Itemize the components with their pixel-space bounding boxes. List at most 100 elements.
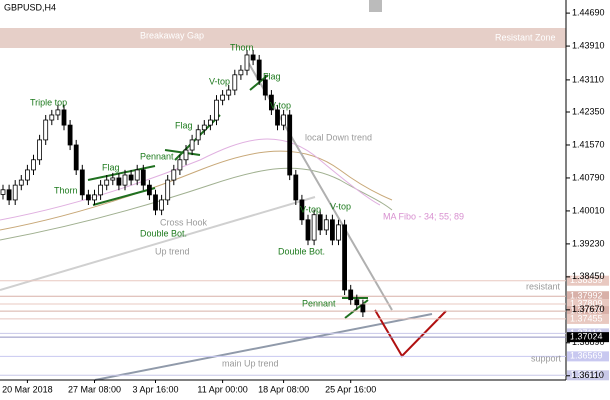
y-tick-label: 1.43910: [572, 40, 605, 50]
y-tick-label: 1.42350: [572, 106, 605, 116]
annotation: Thorn: [54, 185, 78, 195]
candle-body: [275, 109, 280, 126]
x-tick-label: 3 Apr 16:00: [132, 384, 178, 394]
candle-body: [232, 74, 238, 91]
y-tick-label: 1.38450: [572, 271, 605, 281]
y-tick-label: 1.37670: [572, 304, 605, 314]
candle-body: [153, 194, 158, 211]
candle-body: [146, 184, 152, 196]
annotation: Triple top: [30, 97, 67, 107]
candle-body: [238, 69, 244, 76]
annotation: Thorn: [230, 42, 254, 52]
candle-body: [336, 224, 341, 241]
candle-body: [31, 159, 36, 171]
level-label-box: [567, 313, 609, 324]
level-label: 1.36121: [570, 370, 603, 380]
indicator-box: [369, 0, 382, 12]
candle-body: [305, 219, 311, 241]
candle-body: [262, 79, 268, 96]
candle-body: [55, 109, 61, 116]
level-label: 1.37809: [570, 298, 603, 308]
candle-body: [0, 189, 6, 195]
y-tick-label: 1.36110: [572, 370, 604, 380]
candle-body: [177, 159, 183, 171]
candle-body: [116, 177, 122, 186]
level-label-box: [567, 332, 609, 343]
annotation: V-top: [270, 100, 291, 110]
candle-body: [329, 219, 335, 241]
level-label-box: [567, 291, 609, 302]
candle-body: [323, 219, 329, 231]
annotation: V-top: [209, 76, 230, 86]
candle-body: [256, 59, 262, 81]
annotation: Pennant: [140, 151, 174, 161]
candle-body: [134, 169, 140, 181]
chart-title: GBPUSD,H4: [4, 2, 56, 12]
level-label: 1.37639: [570, 306, 603, 316]
annotation: Up trend: [155, 246, 190, 256]
y-tick-label: 1.41570: [572, 139, 605, 149]
annotation: MA Fibo - 34; 55; 89: [383, 211, 464, 221]
level-label-box: [567, 275, 609, 286]
x-tick-label: 11 Apr 00:00: [197, 384, 247, 394]
candle-body: [49, 114, 55, 121]
annotation: Flag: [263, 71, 281, 81]
candle-body: [159, 199, 165, 211]
candle-body: [92, 194, 97, 201]
pattern-line: [87, 165, 156, 181]
y-tick-label: 1.36890: [572, 337, 605, 347]
candle-body: [342, 224, 348, 291]
candle-body: [86, 194, 91, 201]
y-tick-label: 1.40010: [572, 205, 605, 215]
annotation: local Down trend: [305, 132, 372, 142]
candle-body: [299, 199, 305, 221]
annotation: Cross Hook: [160, 217, 208, 227]
annotation: support: [531, 353, 562, 363]
candle-body: [37, 139, 42, 161]
candle-body: [122, 174, 128, 186]
candle-body: [79, 169, 85, 196]
candle-body: [171, 169, 177, 181]
x-tick-label: 25 Apr 16:00: [325, 384, 376, 394]
candle-body: [317, 214, 323, 231]
annotation: Pennant: [302, 298, 336, 308]
up-trend-line: [0, 196, 316, 291]
candle-body: [6, 189, 12, 201]
candle-body: [226, 89, 232, 96]
main-up-trend-line: [94, 313, 433, 381]
level-label-box: [567, 298, 609, 309]
x-tick-label: 18 Apr 08:00: [258, 384, 309, 394]
annotation: Flag: [102, 162, 120, 172]
annotation: Breakaway Gap: [140, 30, 204, 40]
candle-body: [73, 144, 79, 171]
level-label-box: [567, 306, 609, 317]
annotation: Double Bot.: [278, 246, 325, 256]
candle-body: [189, 139, 195, 151]
annotation: main Up trend: [222, 358, 279, 368]
candle-body: [214, 99, 219, 121]
level-label-box: [567, 351, 609, 362]
ma-line: [0, 150, 393, 231]
candle-body: [207, 119, 213, 126]
y-tick-label: 1.39230: [572, 238, 605, 248]
x-tick-label: 20 Mar 2018: [2, 384, 53, 394]
y-tick-label: 1.43110: [572, 74, 604, 84]
annotation: Double Bot.: [140, 228, 187, 238]
candle-body: [201, 124, 207, 131]
level-label-box: [567, 370, 609, 381]
level-label: 1.38359: [570, 275, 603, 285]
candle-body: [183, 149, 189, 161]
resistant-zone: [0, 28, 566, 48]
candle-body: [287, 114, 293, 176]
level-label: 1.37024: [570, 332, 603, 342]
y-tick-label: 1.44690: [572, 7, 605, 17]
candle-body: [244, 54, 250, 71]
candle-body: [12, 184, 18, 201]
candle-body: [128, 174, 134, 181]
candle-body: [281, 114, 287, 126]
candle-body: [24, 169, 30, 181]
level-label: 1.37455: [570, 313, 603, 323]
candle-body: [348, 289, 354, 301]
level-label: 1.36569: [570, 351, 603, 361]
